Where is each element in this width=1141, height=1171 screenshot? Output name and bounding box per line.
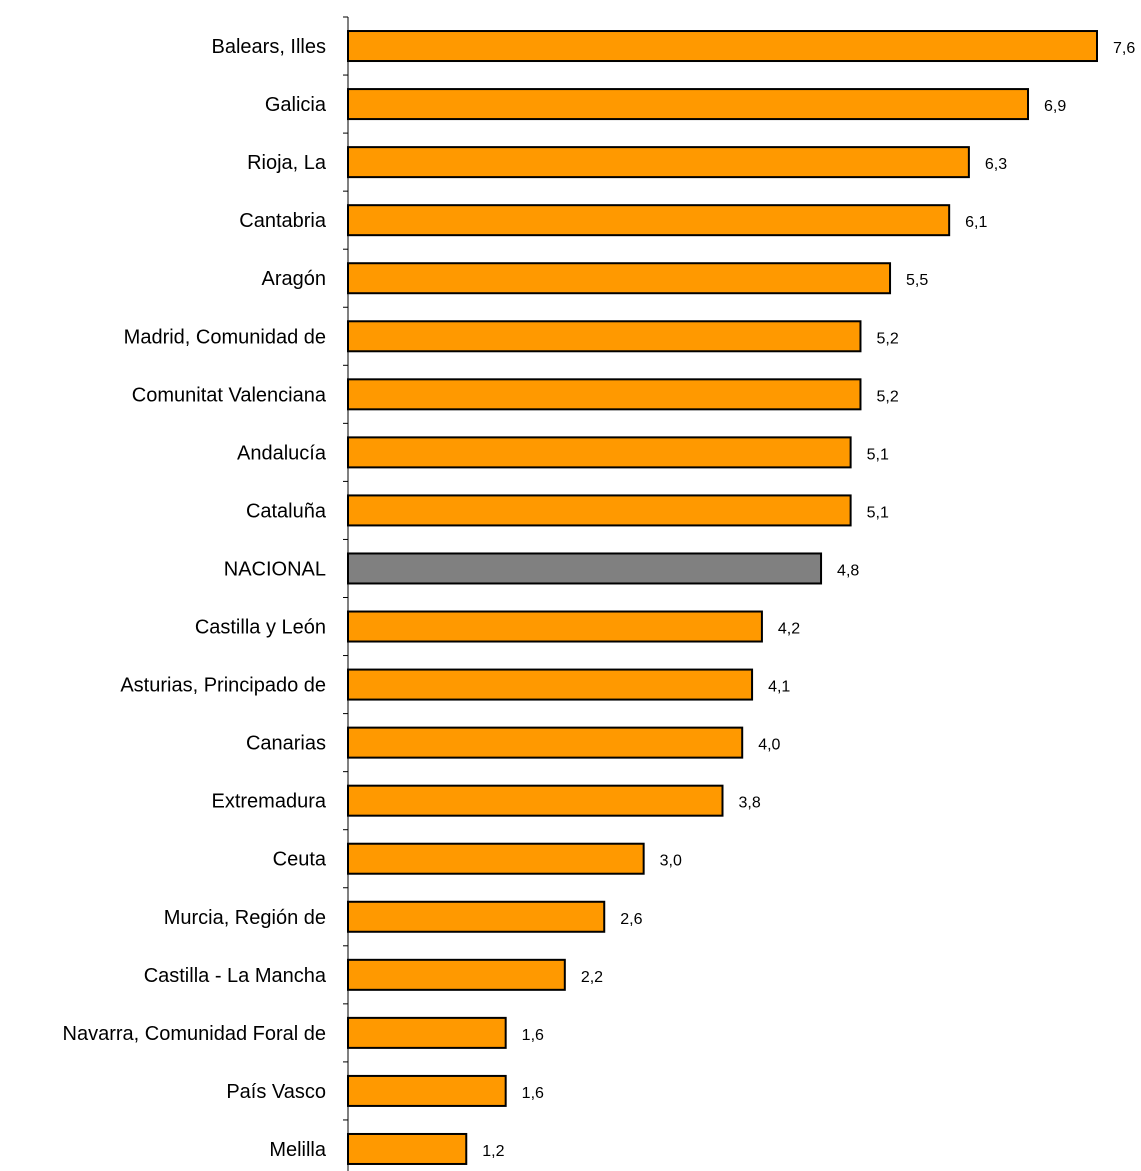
bar-region — [347, 1074, 507, 1107]
bar-region — [347, 30, 1098, 63]
bar-region — [347, 378, 862, 411]
category-label: Aragón — [262, 268, 327, 290]
value-label: 4,8 — [837, 562, 859, 579]
bar-region — [347, 146, 970, 179]
category-label: Rioja, La — [247, 152, 327, 174]
bar-region — [347, 958, 566, 991]
category-label: Andalucía — [237, 442, 327, 464]
labels-layer: Balears, Illes 7,6 Galicia 6,9 Rioja, La 6,3 C… — [63, 36, 1136, 1161]
category-label: Madrid, Comunidad de — [124, 326, 326, 348]
category-label: Navarra, Comunidad Foral de — [63, 1023, 326, 1045]
value-label: 4,0 — [758, 737, 780, 754]
category-label: NACIONAL — [224, 558, 326, 580]
value-label: 5,5 — [906, 272, 928, 289]
category-label: Cataluña — [246, 500, 327, 522]
bar-region — [347, 726, 744, 759]
category-label: País Vasco — [226, 1081, 326, 1103]
value-label: 2,6 — [620, 911, 642, 928]
category-label: Canarias — [246, 733, 326, 755]
bar-region — [347, 842, 645, 875]
category-label: Melilla — [269, 1139, 327, 1161]
bar-region — [347, 320, 862, 353]
bar-region — [347, 436, 852, 469]
bar-region — [347, 88, 1030, 121]
bar-region — [347, 784, 724, 817]
bar-nacional — [347, 552, 823, 585]
category-label: Extremadura — [212, 791, 327, 813]
value-label: 2,2 — [581, 969, 603, 986]
y-axis — [343, 16, 349, 1171]
value-label: 4,1 — [768, 679, 790, 696]
bar-region — [347, 900, 606, 933]
bar-region — [347, 1132, 468, 1165]
category-label: Balears, Illes — [212, 36, 327, 58]
bar-region — [347, 610, 763, 643]
bar-region — [347, 262, 892, 295]
category-label: Galicia — [265, 94, 327, 116]
category-label: Cantabria — [239, 210, 327, 232]
value-label: 7,6 — [1113, 40, 1135, 57]
value-label: 5,1 — [867, 446, 889, 463]
value-label: 3,8 — [739, 795, 761, 812]
category-label: Comunitat Valenciana — [132, 384, 327, 406]
value-label: 1,6 — [522, 1085, 544, 1102]
value-label: 4,2 — [778, 621, 800, 638]
value-label: 6,9 — [1044, 98, 1066, 115]
value-label: 5,2 — [876, 388, 898, 405]
bar-region — [347, 494, 852, 527]
value-label: 6,3 — [985, 156, 1007, 173]
value-label: 1,2 — [482, 1143, 504, 1160]
bar-region — [347, 1016, 507, 1049]
value-label: 6,1 — [965, 214, 987, 231]
category-label: Murcia, Región de — [164, 907, 326, 929]
category-label: Ceuta — [273, 849, 327, 871]
bar-region — [347, 204, 951, 237]
value-label: 3,0 — [660, 853, 682, 870]
category-label: Castilla y León — [195, 617, 326, 639]
category-label: Asturias, Principado de — [120, 675, 326, 697]
value-label: 1,6 — [522, 1027, 544, 1044]
category-label: Castilla - La Mancha — [144, 965, 327, 987]
value-label: 5,2 — [876, 330, 898, 347]
bars-layer — [347, 30, 1098, 1165]
value-label: 5,1 — [867, 504, 889, 521]
bar-region — [347, 668, 754, 701]
